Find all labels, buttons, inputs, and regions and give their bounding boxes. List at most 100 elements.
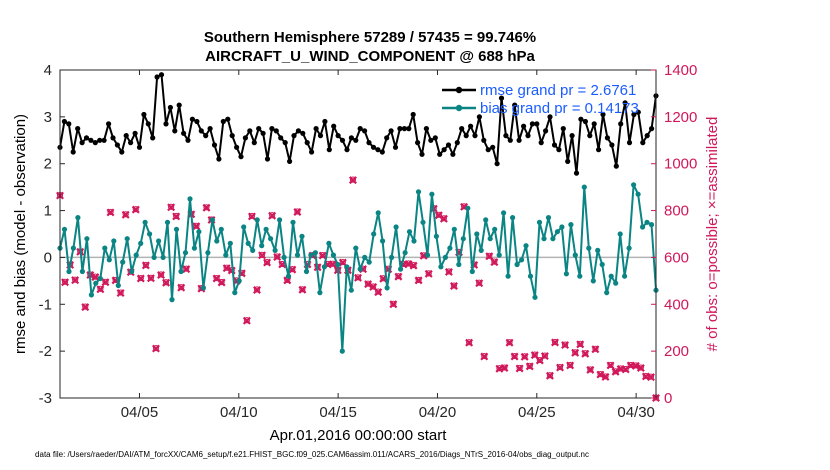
- bias-point: [357, 266, 363, 272]
- bias-point: [70, 245, 76, 251]
- rmse-point: [631, 111, 637, 118]
- bias-point: [505, 273, 511, 279]
- rmse-point: [322, 118, 328, 125]
- obs-possible-marker: [445, 268, 453, 275]
- bias-point: [330, 252, 336, 258]
- rmse-point: [79, 140, 85, 146]
- bias-point: [559, 224, 565, 230]
- obs-assimilated-marker: [394, 272, 403, 281]
- bias-point: [102, 245, 108, 251]
- bias-point: [442, 254, 448, 260]
- bias-point: [263, 226, 269, 232]
- data-file-footer: data file: /Users/raeder/DAI/ATM_forcXX/…: [35, 450, 589, 459]
- bias-point: [281, 254, 287, 260]
- rmse-point: [649, 126, 655, 132]
- obs-assimilated-marker: [217, 278, 226, 287]
- obs-assimilated-marker: [520, 352, 529, 361]
- bias-point: [474, 231, 480, 237]
- bias-point: [595, 247, 601, 253]
- obs-assimilated-marker: [551, 338, 559, 347]
- rmse-point: [410, 111, 416, 118]
- rmse-point: [295, 128, 301, 134]
- obs-possible-marker: [294, 208, 301, 215]
- rmse-point: [185, 137, 191, 143]
- rmse-point: [291, 133, 297, 139]
- bias-point: [169, 297, 175, 303]
- obs-possible-marker: [536, 356, 543, 364]
- bias-point: [66, 268, 72, 275]
- y-tick-label: -1: [39, 296, 52, 313]
- x-tick-label: 04/15: [319, 404, 357, 421]
- rmse-point: [596, 147, 602, 153]
- bias-point: [236, 278, 242, 284]
- rmse-point: [344, 147, 350, 153]
- rmse-point: [106, 121, 112, 127]
- obs-assimilated-marker: [485, 252, 494, 261]
- bias-point: [389, 254, 395, 260]
- bias-point: [617, 231, 623, 237]
- obs-assimilated-marker: [172, 212, 181, 221]
- rmse-point: [578, 116, 584, 122]
- bias-point: [626, 245, 632, 251]
- obs-possible-marker: [132, 206, 139, 213]
- bias-point: [111, 238, 117, 244]
- bias-point: [613, 280, 619, 286]
- obs-possible-marker: [339, 259, 346, 266]
- bias-point: [411, 238, 417, 244]
- obs-assimilated-marker: [576, 340, 585, 349]
- obs-assimilated-marker: [480, 352, 489, 361]
- rmse-point: [481, 137, 487, 143]
- obs-assimilated-marker: [500, 364, 509, 372]
- bias-point: [290, 219, 296, 225]
- rmse-point: [437, 151, 443, 157]
- obs-assimilated-marker: [328, 260, 337, 269]
- rmse-point: [445, 142, 452, 148]
- rmse-point: [61, 118, 67, 125]
- bias-point: [398, 266, 404, 272]
- bias-point: [348, 287, 354, 293]
- obs-assimilated-marker: [338, 258, 347, 267]
- rmse-point: [225, 116, 231, 122]
- obs-possible-marker: [122, 211, 129, 218]
- bias-point: [178, 268, 184, 275]
- bias-point: [424, 252, 431, 258]
- obs-possible-marker: [577, 340, 584, 347]
- rmse-point: [366, 140, 372, 146]
- rmse-point: [331, 123, 337, 129]
- rmse-point: [551, 142, 558, 148]
- obs-assimilated-marker: [545, 371, 554, 380]
- rmse-point: [260, 130, 266, 136]
- bias-point: [438, 264, 444, 270]
- rmse-point: [472, 133, 478, 139]
- bias-point: [527, 273, 534, 279]
- bias-point: [268, 236, 274, 242]
- rmse-point: [234, 144, 240, 150]
- rmse-point: [512, 102, 518, 108]
- obs-possible-marker: [521, 353, 528, 360]
- obs-assimilated-marker: [253, 286, 261, 294]
- rmse-point: [622, 100, 628, 106]
- rmse-point: [75, 126, 81, 132]
- rmse-point: [66, 121, 72, 127]
- rmse-point: [560, 126, 566, 132]
- obs-assimilated-marker: [515, 364, 524, 373]
- rmse-point: [304, 140, 310, 146]
- rmse-point: [278, 135, 284, 141]
- obs-assimilated-marker: [146, 274, 155, 283]
- obs-assimilated-marker: [490, 258, 499, 267]
- obs-assimilated-marker: [91, 273, 100, 282]
- obs-possible-marker: [506, 339, 513, 346]
- bias-point: [447, 245, 453, 251]
- bias-point: [200, 285, 206, 291]
- rmse-point: [229, 133, 235, 139]
- bias-point: [129, 268, 135, 275]
- obs-possible-marker: [258, 251, 266, 258]
- obs-assimilated-marker: [556, 363, 565, 372]
- bias-point: [648, 222, 655, 228]
- rmse-point: [181, 130, 187, 136]
- obs-possible-marker: [218, 278, 225, 286]
- obs-assimilated-marker: [247, 212, 256, 221]
- rmse-point: [317, 133, 324, 139]
- bias-point: [371, 231, 377, 237]
- rmse-point: [415, 140, 421, 146]
